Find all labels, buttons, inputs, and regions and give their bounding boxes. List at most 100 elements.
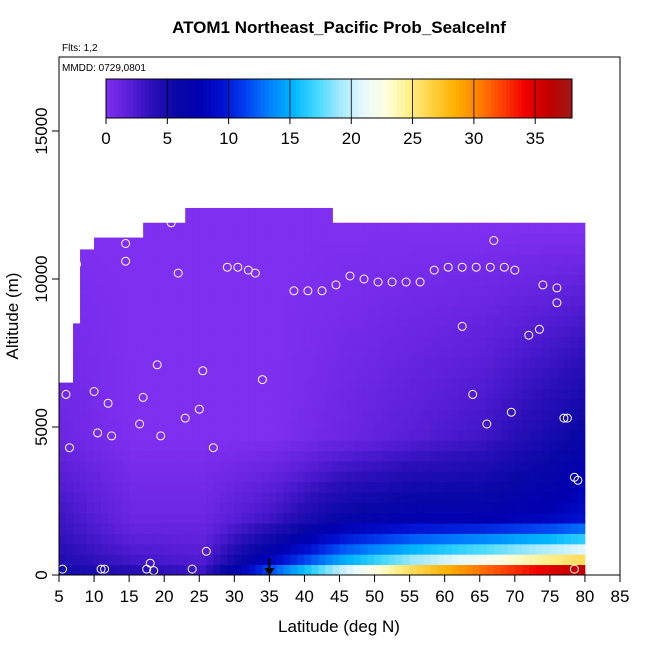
heatmap-cell: [367, 357, 375, 369]
heatmap-cell: [325, 295, 333, 307]
heatmap-cell: [479, 253, 488, 265]
heatmap-cell: [458, 347, 467, 358]
colorbar-swatch: [125, 79, 130, 118]
heatmap-cell: [563, 357, 572, 369]
heatmap-cell: [472, 543, 481, 555]
heatmap-cell: [59, 554, 67, 566]
colorbar-tick-label: 35: [526, 129, 545, 148]
heatmap-cell: [283, 295, 291, 307]
heatmap-cell: [73, 533, 81, 545]
heatmap-cell: [486, 388, 495, 400]
heatmap-cell: [388, 533, 396, 545]
heatmap-cell: [192, 450, 200, 462]
heatmap-cell: [430, 284, 439, 296]
heatmap-cell: [178, 450, 186, 462]
heatmap-cell: [556, 409, 565, 420]
heatmap-cell: [297, 388, 305, 400]
colorbar-swatch: [416, 79, 422, 118]
colorbar-swatch: [537, 79, 542, 118]
heatmap-cell: [213, 207, 221, 213]
heatmap-cell: [108, 461, 116, 472]
heatmap-cell: [101, 461, 109, 472]
heatmap-cell: [304, 450, 312, 462]
heatmap-cell: [507, 336, 516, 348]
heatmap-cell: [514, 388, 523, 400]
heatmap-cell: [101, 543, 109, 555]
heatmap-cell: [248, 253, 256, 265]
heatmap-cell: [297, 564, 305, 576]
heatmap-cell: [269, 502, 277, 514]
heatmap-cell: [150, 533, 158, 545]
heatmap-cell: [465, 564, 474, 576]
heatmap-cell: [353, 243, 361, 255]
heatmap-cell: [444, 336, 453, 348]
heatmap-cell: [59, 564, 67, 576]
colorbar-swatch: [354, 79, 359, 118]
heatmap-cell: [332, 523, 340, 534]
observation-point: [75, 239, 85, 248]
heatmap-cell: [108, 253, 116, 265]
heatmap-cell: [472, 398, 481, 410]
heatmap-cell: [339, 378, 347, 389]
heatmap-cell: [108, 326, 116, 338]
heatmap-cell: [367, 243, 375, 255]
colorbar-swatch: [272, 79, 278, 118]
heatmap-cell: [563, 440, 572, 452]
heatmap-cell: [311, 264, 319, 275]
heatmap-cell: [262, 357, 270, 369]
heatmap-cell: [528, 357, 537, 369]
heatmap-cell: [374, 440, 382, 452]
heatmap-cell: [115, 554, 123, 566]
heatmap-cell: [325, 316, 333, 327]
heatmap-cell: [423, 274, 432, 286]
heatmap-cell: [129, 367, 137, 379]
heatmap-cell: [66, 440, 74, 452]
heatmap-cell: [535, 222, 544, 234]
heatmap-cell: [542, 440, 551, 452]
heatmap-cell: [164, 274, 172, 286]
heatmap-cell: [262, 429, 270, 441]
heatmap-cell: [220, 481, 228, 493]
heatmap-cell: [227, 388, 235, 400]
colorbar-swatch: [315, 79, 321, 118]
heatmap-cell: [388, 336, 396, 348]
heatmap-cell: [157, 305, 165, 317]
heatmap-cell: [346, 429, 354, 441]
heatmap-cell: [528, 388, 537, 400]
heatmap-cell: [451, 512, 460, 524]
heatmap-cell: [178, 398, 186, 410]
heatmap-cell: [241, 222, 249, 234]
heatmap-cell: [514, 429, 523, 441]
heatmap-cell: [206, 378, 214, 389]
heatmap-cell: [178, 543, 186, 555]
heatmap-cell: [143, 481, 151, 493]
heatmap-cell: [542, 367, 551, 379]
heatmap-cell: [164, 429, 172, 441]
heatmap-cell: [213, 492, 221, 503]
heatmap-cell: [325, 274, 333, 286]
heatmap-cell: [339, 347, 347, 358]
heatmap-cell: [486, 336, 495, 348]
heatmap-cell: [185, 326, 193, 338]
heatmap-cell: [444, 409, 453, 420]
heatmap-cell: [416, 502, 425, 514]
flights-note: Flts: 1,2: [62, 43, 98, 54]
heatmap-cell: [465, 253, 474, 265]
heatmap-cell: [395, 264, 404, 275]
heatmap-cell: [311, 461, 319, 472]
colorbar-swatch: [261, 79, 266, 118]
heatmap-cell: [80, 249, 88, 255]
heatmap-cell: [353, 398, 361, 410]
colorbar-swatch: [490, 79, 495, 118]
heatmap-cell: [304, 398, 312, 410]
heatmap-cell: [129, 274, 137, 286]
heatmap-cell: [423, 326, 432, 338]
heatmap-cell: [570, 274, 579, 286]
heatmap-cell: [269, 388, 277, 400]
heatmap-cell: [304, 357, 312, 369]
heatmap-cell: [458, 450, 467, 462]
heatmap-cell: [101, 409, 109, 420]
heatmap-cell: [325, 207, 333, 213]
heatmap-cell: [444, 378, 453, 389]
heatmap-cell: [339, 274, 347, 286]
